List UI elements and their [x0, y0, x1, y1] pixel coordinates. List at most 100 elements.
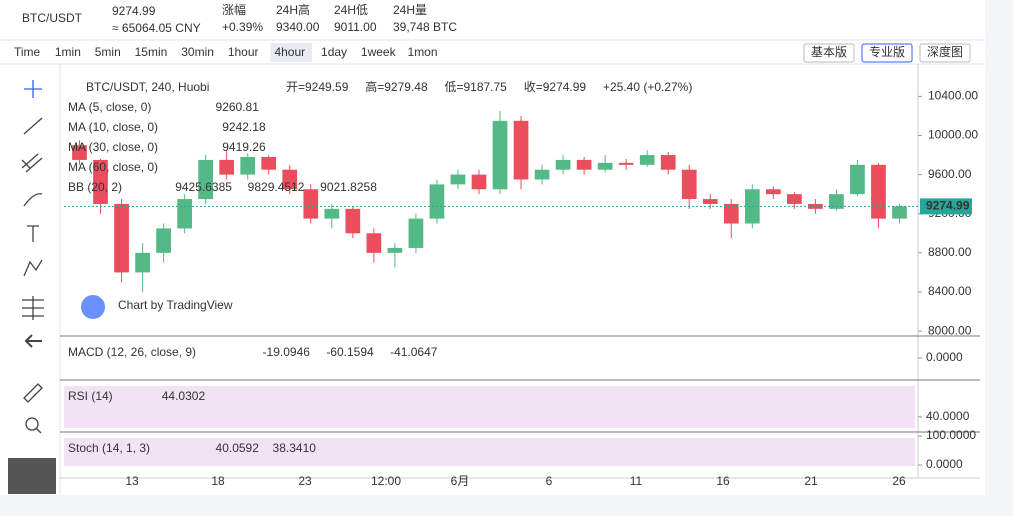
candle-body — [303, 189, 319, 219]
candle-body — [471, 174, 487, 190]
indicator-value: -19.0946 — [263, 345, 311, 359]
candle-body — [387, 247, 403, 253]
candle-body — [198, 159, 214, 200]
candle-body — [555, 159, 571, 170]
candle-body — [114, 203, 129, 273]
candle-body — [597, 162, 613, 170]
active-interval-bg — [270, 43, 313, 62]
drawing-tools[interactable] — [21, 80, 44, 434]
background — [0, 0, 985, 516]
candle-body — [450, 174, 466, 185]
interval-button[interactable]: 1mon — [408, 45, 438, 59]
study-value: 9425.6385 — [175, 180, 232, 194]
candle-body — [156, 228, 171, 253]
interval-button[interactable]: 5min — [95, 45, 121, 59]
stat-value: 9011.00 — [334, 20, 377, 34]
view-button[interactable]: 深度图 — [927, 44, 963, 59]
candle-body — [219, 159, 235, 175]
candle-body — [492, 120, 508, 190]
view-button[interactable]: 专业版 — [869, 44, 905, 59]
view-button-frame[interactable] — [919, 43, 971, 63]
view-button[interactable]: 基本版 — [811, 45, 847, 59]
indicator-name: RSI (14) — [68, 389, 113, 403]
stat-value: 9340.00 — [276, 20, 320, 34]
candle-body — [639, 155, 655, 165]
candle-body — [93, 159, 108, 204]
interval-button[interactable]: 1hour — [228, 45, 259, 59]
candle-body — [366, 233, 382, 253]
study-name: MA (10, close, 0) — [68, 120, 158, 134]
pane-tick-label: 100.0000 — [926, 428, 976, 442]
x-tick-label: 23 — [298, 474, 312, 488]
candle-body — [135, 252, 150, 273]
view-button-frame[interactable] — [861, 43, 913, 63]
indicator-value: 44.0302 — [162, 389, 206, 403]
chart-title: BTC/USDT, 240, Huobi — [86, 80, 209, 94]
interval-button[interactable]: 1day — [321, 45, 347, 59]
candle-body — [429, 184, 445, 219]
interval-button[interactable]: 30min — [181, 45, 214, 59]
x-tick-label: 16 — [716, 474, 730, 488]
indicator-value: -41.0647 — [390, 345, 438, 359]
y-tick-label: 8400.00 — [928, 284, 972, 298]
candle-body — [808, 203, 823, 209]
tv-logo — [81, 295, 105, 319]
candle-body — [177, 199, 192, 229]
candle-body — [787, 194, 802, 204]
indicator-name: Stoch (14, 1, 3) — [68, 441, 150, 455]
candle-body — [576, 159, 592, 170]
candle-body — [765, 189, 781, 195]
x-tick-label: 26 — [892, 474, 906, 488]
ohlc-legend: 开=9249.59 — [286, 80, 349, 94]
interval-button[interactable]: 4hour — [274, 45, 305, 59]
pane-tick-label: 0.0000 — [926, 457, 963, 471]
stat-value: +0.39% — [222, 20, 263, 34]
candle-body — [72, 145, 87, 160]
x-tick-label: 6 — [546, 474, 553, 488]
cny-price: ≈ 65064.05 CNY — [112, 21, 201, 35]
last-price-box — [920, 198, 972, 215]
candle-body — [324, 208, 340, 219]
x-tick-label: 6月 — [451, 474, 470, 488]
study-name: MA (60, close, 0) — [68, 160, 158, 174]
candle-body — [829, 194, 844, 209]
study-name: MA (5, close, 0) — [68, 100, 151, 114]
candle-body — [513, 120, 529, 180]
pane-tick-label: 0.0000 — [926, 350, 963, 364]
study-value: 9021.8258 — [320, 180, 377, 194]
view-button-frame[interactable] — [803, 43, 855, 63]
x-tick-label: 21 — [804, 474, 818, 488]
candle-body — [408, 218, 424, 248]
interval-button[interactable]: 1week — [361, 45, 397, 59]
stat-label: 涨幅 — [222, 2, 246, 17]
stat-value: 39,748 BTC — [393, 20, 457, 34]
candle-body — [261, 157, 277, 170]
symbol: BTC/USDT — [22, 11, 83, 25]
candle-body — [618, 162, 634, 165]
candle-body — [892, 206, 907, 219]
study-value: 9419.26 — [222, 140, 266, 154]
x-tick-label: 12:00 — [371, 474, 401, 488]
study-value: 9242.18 — [222, 120, 266, 134]
study-name: MA (30, close, 0) — [68, 140, 158, 154]
indicator-value: -60.1594 — [326, 345, 374, 359]
footer — [0, 495, 985, 516]
ohlc-legend: 收=9274.99 — [524, 80, 587, 94]
candle-body — [534, 169, 550, 180]
interval-button[interactable]: 1min — [55, 45, 81, 59]
interval-button[interactable]: 15min — [135, 45, 168, 59]
indicator-value: 38.3410 — [273, 441, 317, 455]
x-tick-label: 13 — [125, 474, 139, 488]
study-value: 9260.81 — [216, 100, 260, 114]
interval-button[interactable]: Time — [14, 45, 41, 59]
scroll-button[interactable] — [8, 458, 56, 494]
pane-tick-label: 40.0000 — [926, 409, 970, 423]
stat-label: 24H量 — [393, 3, 427, 17]
candle-body — [850, 164, 865, 195]
candle-body — [240, 157, 256, 175]
last-price-label: 9274.99 — [926, 199, 970, 213]
study-value: 9829.4512 — [248, 180, 305, 194]
price: 9274.99 — [112, 4, 156, 18]
pane-band — [64, 386, 915, 428]
